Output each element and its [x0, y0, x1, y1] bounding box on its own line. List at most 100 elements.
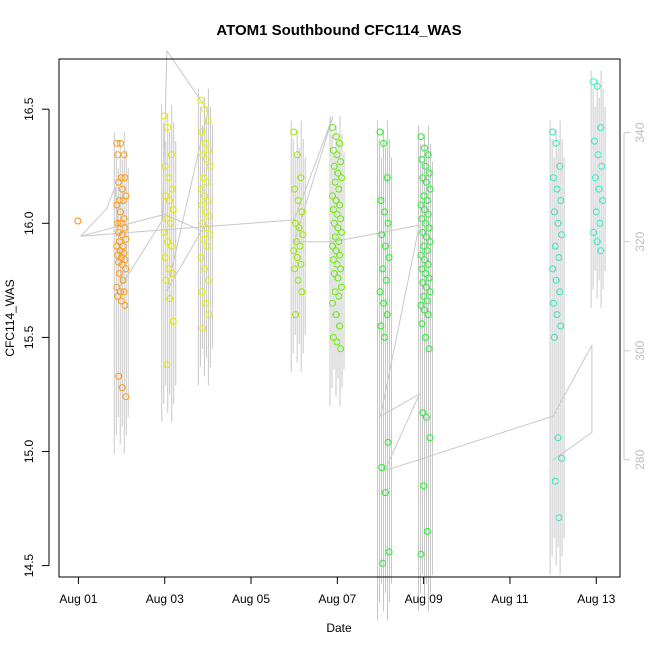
data-point [201, 265, 208, 273]
data-point [422, 162, 429, 170]
y-axis: 14.5 15.0 15.5 16.0 16.5 [22, 97, 50, 577]
data-point [160, 228, 168, 236]
data-point [294, 276, 302, 284]
data-point [334, 169, 342, 177]
x-axis: Aug 01 Aug 03 Aug 05 Aug 07 Aug 09 Aug 11 Aug … [59, 576, 616, 606]
data-point [422, 283, 430, 291]
data-point [385, 548, 393, 556]
data-point [329, 192, 336, 200]
data-point [163, 361, 171, 369]
data-point [425, 274, 433, 282]
data-point [381, 208, 388, 216]
data-point [336, 251, 344, 259]
y-axis-label: CFC114_WAS [3, 279, 17, 356]
data-point [383, 174, 391, 182]
data-point [593, 238, 601, 246]
data-point [378, 231, 386, 239]
data-point [420, 292, 428, 300]
data-point [330, 162, 338, 170]
data-point [332, 247, 340, 255]
x-tick-label: Aug 03 [146, 592, 184, 606]
data-point [337, 158, 345, 166]
data-point [596, 219, 604, 227]
y-tick-label: 16.0 [22, 211, 36, 235]
data-point [120, 288, 128, 296]
data-point [293, 151, 301, 159]
data-point [329, 146, 337, 154]
data-point [292, 238, 300, 246]
data-point [166, 197, 174, 204]
data-point [329, 124, 336, 131]
data-point [203, 242, 211, 250]
data-point [116, 139, 124, 147]
data-point [382, 276, 390, 284]
data-point [197, 96, 205, 104]
data-point [424, 151, 432, 159]
x-tick-label: Aug 07 [318, 592, 356, 606]
data-point [332, 133, 340, 141]
data-point [556, 162, 564, 170]
data-point [549, 128, 557, 136]
data-point [557, 322, 565, 330]
data-point [115, 372, 123, 380]
data-point [376, 288, 384, 296]
chart-title: ATOM1 Southbound CFC114_WAS [216, 22, 461, 39]
data-point [591, 174, 599, 182]
data-point [296, 242, 304, 250]
data-point [422, 270, 429, 277]
data-point [164, 124, 172, 131]
data-point [425, 169, 433, 177]
data-point [116, 270, 123, 277]
data-point [160, 112, 168, 120]
data-point [167, 242, 175, 250]
data-point [165, 174, 173, 182]
y-tick-label: 16.5 [22, 97, 36, 121]
data-point [167, 151, 175, 159]
data-point [115, 258, 123, 266]
data-point [122, 393, 130, 401]
data-point [204, 117, 212, 125]
data-point [115, 178, 123, 186]
x-axis-label: Date [326, 621, 352, 635]
data-point [336, 322, 344, 330]
data-point [419, 174, 427, 182]
data-point [424, 260, 432, 268]
data-point [418, 265, 426, 273]
data-point [380, 139, 388, 147]
gray-trace-layer [80, 49, 593, 472]
data-point [119, 276, 127, 284]
data-point [199, 151, 207, 159]
data-point [419, 228, 427, 236]
y-tick-label: 15.5 [22, 325, 36, 349]
data-point [597, 247, 605, 255]
data-point [292, 311, 299, 319]
data-point [425, 345, 433, 353]
data-point [333, 260, 341, 268]
data-point [556, 288, 564, 296]
data-point [206, 231, 214, 239]
data-point [295, 224, 303, 232]
data-point [598, 162, 606, 170]
data-point [297, 174, 305, 182]
data-point [551, 242, 559, 250]
data-point [168, 270, 176, 277]
data-point [426, 434, 434, 442]
data-point [377, 197, 385, 204]
data-point [423, 247, 431, 255]
data-point [337, 265, 345, 273]
data-point [113, 242, 121, 250]
data-point [331, 233, 339, 241]
data-point [121, 174, 129, 182]
data-point [297, 260, 305, 268]
data-point [594, 151, 602, 159]
data-point [298, 288, 306, 296]
data-point [424, 311, 432, 319]
data-point [597, 124, 605, 131]
data-point [426, 238, 434, 246]
x-tick-label: Aug 11 [491, 592, 528, 606]
data-point [553, 185, 561, 193]
data-point [202, 224, 210, 232]
data-point [168, 185, 176, 193]
points-layer [74, 78, 607, 567]
data-point [420, 482, 428, 490]
